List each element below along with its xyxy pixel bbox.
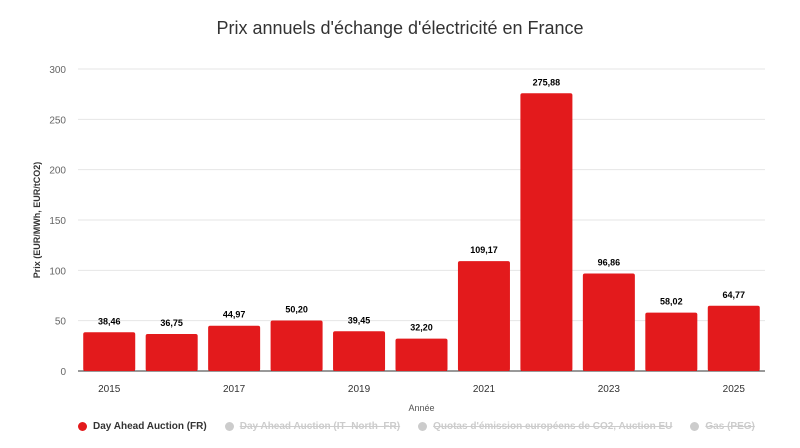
legend-item[interactable]: Gas (PEG) [690,421,755,432]
bar [520,93,573,372]
x-tick-label: 2015 [98,384,121,395]
legend-label: Quotas d'émission européens de CO2, Auct… [433,421,673,432]
y-tick-label: 100 [49,266,66,277]
y-tick-label: 300 [49,65,66,76]
bar [333,331,386,371]
bar [270,320,323,371]
legend-marker-icon [418,422,428,431]
x-tick-label: 2019 [348,384,371,395]
x-tick-label: 2023 [598,384,621,395]
data-label: 64,77 [723,290,746,300]
y-tick-label: 0 [60,367,66,378]
legend-item[interactable]: Day Ahead Auction (IT–North–FR) [224,421,401,432]
legend-marker-icon [690,422,700,431]
bar [145,334,198,371]
legend: Day Ahead Auction (FR) Day Ahead Auction … [78,421,755,432]
data-label: 38,46 [98,316,121,326]
data-label: 39,45 [348,315,371,325]
data-label: 96,86 [598,257,621,267]
data-label: 58,02 [660,297,683,307]
y-axis-title: Prix (EUR/MWh, EUR/tCO2) [32,162,42,279]
y-tick-label: 250 [49,115,66,126]
data-label: 275,88 [533,77,561,87]
legend-item[interactable]: Day Ahead Auction (FR) [78,421,207,432]
data-label: 32,20 [410,323,433,333]
legend-label: Day Ahead Auction (IT–North–FR) [239,421,401,432]
legend-marker-icon [78,422,87,431]
y-tick-label: 200 [49,166,66,177]
bar [395,338,448,371]
y-tick-label: 50 [55,317,67,328]
bar [707,305,760,371]
bar [645,312,698,371]
legend-label: Gas (PEG) [705,421,755,432]
data-label: 109,17 [470,245,498,255]
legend-item[interactable]: Quotas d'émission européens de CO2, Auct… [418,421,672,432]
bar [83,332,136,371]
legend-label: Day Ahead Auction (FR) [93,421,207,432]
x-axis-title: Année [408,403,434,413]
chart-title: Prix annuels d'échange d'électricité en … [216,18,584,38]
bar [208,325,261,371]
data-label: 36,75 [160,318,183,328]
legend-marker-icon [224,422,234,431]
x-tick-label: 2017 [223,384,246,395]
y-tick-label: 150 [49,216,66,227]
bar [582,273,635,371]
data-label: 50,20 [285,304,308,314]
x-tick-label: 2025 [723,384,746,395]
x-tick-label: 2021 [473,384,496,395]
data-label: 44,97 [223,310,246,320]
bar [457,261,510,371]
